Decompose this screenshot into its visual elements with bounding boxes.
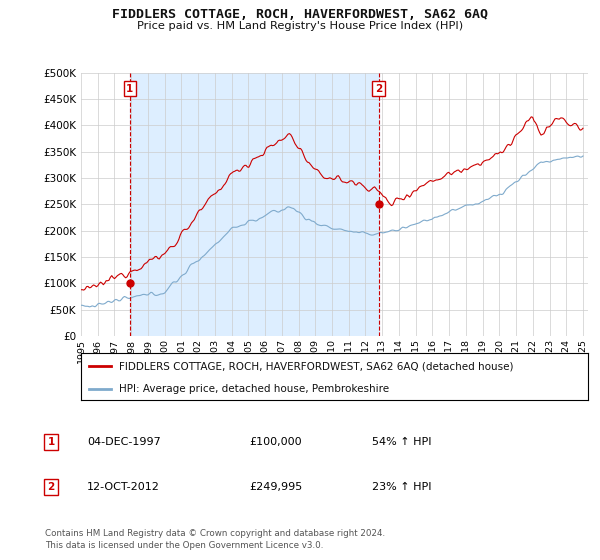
Text: Contains HM Land Registry data © Crown copyright and database right 2024.
This d: Contains HM Land Registry data © Crown c… bbox=[45, 529, 385, 550]
Text: FIDDLERS COTTAGE, ROCH, HAVERFORDWEST, SA62 6AQ (detached house): FIDDLERS COTTAGE, ROCH, HAVERFORDWEST, S… bbox=[119, 361, 514, 371]
Text: 1: 1 bbox=[47, 437, 55, 447]
Text: HPI: Average price, detached house, Pembrokeshire: HPI: Average price, detached house, Pemb… bbox=[119, 384, 389, 394]
Text: 2: 2 bbox=[375, 83, 382, 94]
Text: 23% ↑ HPI: 23% ↑ HPI bbox=[372, 482, 431, 492]
Text: Price paid vs. HM Land Registry's House Price Index (HPI): Price paid vs. HM Land Registry's House … bbox=[137, 21, 463, 31]
Text: 1: 1 bbox=[126, 83, 133, 94]
Text: 12-OCT-2012: 12-OCT-2012 bbox=[87, 482, 160, 492]
Text: 54% ↑ HPI: 54% ↑ HPI bbox=[372, 437, 431, 447]
Text: £249,995: £249,995 bbox=[249, 482, 302, 492]
Text: FIDDLERS COTTAGE, ROCH, HAVERFORDWEST, SA62 6AQ: FIDDLERS COTTAGE, ROCH, HAVERFORDWEST, S… bbox=[112, 8, 488, 21]
Bar bbox=[130, 73, 379, 336]
Text: £100,000: £100,000 bbox=[249, 437, 302, 447]
Text: 2: 2 bbox=[47, 482, 55, 492]
Text: 04-DEC-1997: 04-DEC-1997 bbox=[87, 437, 161, 447]
